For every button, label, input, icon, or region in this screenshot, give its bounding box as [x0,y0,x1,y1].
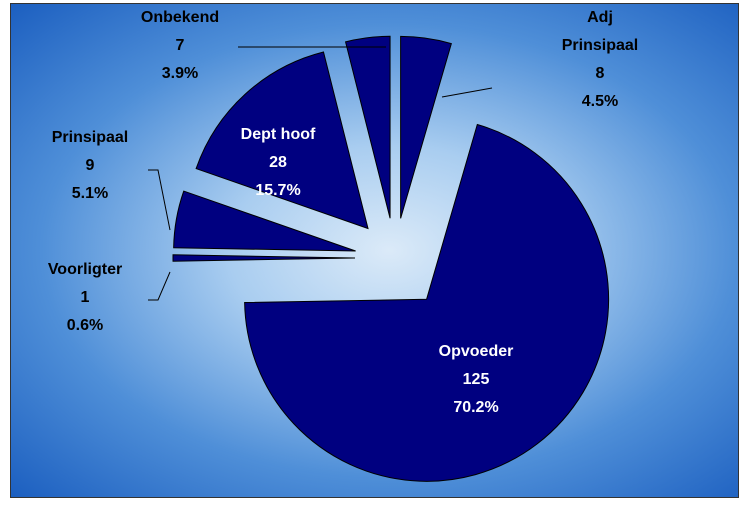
label-name: Dept hoof [240,126,316,143]
label-name: Prinsipaal [51,129,129,146]
label-value: 28 [269,154,287,171]
leader-line [148,169,171,231]
label-value: 125 [462,371,490,388]
data-label: Voorligter 1 0.6% [48,256,122,340]
label-name: Onbekend [140,9,220,26]
label-percent: 70.2% [453,399,499,416]
label-value: 9 [85,157,95,174]
pie-slice [173,190,356,252]
pie-slice [172,254,356,262]
label-percent: 3.9% [161,65,199,82]
label-value: 1 [80,289,90,306]
label-name: Opvoeder [438,343,514,360]
label-value: 8 [595,65,605,82]
data-label: Prinsipaal 9 5.1% [52,124,128,208]
label-name: Voorligter [47,261,123,278]
leader-line [441,87,493,98]
data-label: Onbekend 7 3.9% [141,4,219,88]
label-value: 7 [175,37,185,54]
data-label: Dept hoof 28 15.7% [241,121,316,205]
data-label: Opvoeder 125 70.2% [439,338,514,422]
leader-line [148,271,171,301]
label-name: Adj Prinsipaal [561,9,639,54]
label-percent: 15.7% [255,182,301,199]
data-label: Adj Prinsipaal 8 4.5% [555,4,645,116]
pie-slice [344,35,391,219]
label-percent: 4.5% [581,93,619,110]
label-percent: 5.1% [71,185,109,202]
pie-slice [195,51,369,230]
pie-slice [400,35,452,219]
pie-slice [244,123,610,482]
label-percent: 0.6% [66,317,104,334]
